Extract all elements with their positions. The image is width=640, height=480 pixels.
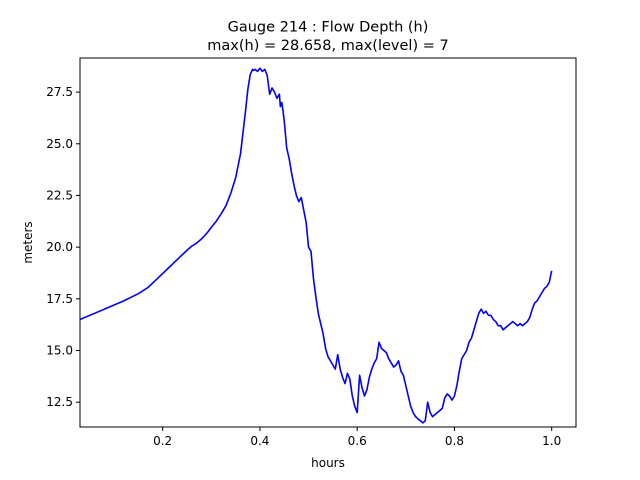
y-tick-label: 15.0 bbox=[46, 344, 73, 358]
y-axis-ticks: 12.5 15.0 17.5 20.0 22.5 25.0 27.5 bbox=[46, 85, 80, 409]
y-tick-label: 27.5 bbox=[46, 85, 73, 99]
y-axis-label: meters bbox=[21, 221, 35, 263]
y-tick-label: 22.5 bbox=[46, 188, 73, 202]
y-tick-label: 25.0 bbox=[46, 137, 73, 151]
y-tick-label: 12.5 bbox=[46, 395, 73, 409]
plot-area bbox=[79, 57, 577, 428]
x-axis-label: hours bbox=[311, 456, 345, 470]
x-tick-label: 1.0 bbox=[542, 434, 561, 448]
x-tick-label: 0.2 bbox=[153, 434, 172, 448]
y-tick-label: 20.0 bbox=[46, 240, 73, 254]
plot-frame bbox=[79, 57, 577, 428]
x-tick-label: 0.4 bbox=[250, 434, 269, 448]
x-tick-label: 0.8 bbox=[445, 434, 464, 448]
chart-title: Gauge 214 : Flow Depth (h) bbox=[228, 20, 429, 36]
chart-subtitle: max(h) = 28.658, max(level) = 7 bbox=[207, 38, 448, 54]
x-axis-ticks: 0.2 0.4 0.6 0.8 1.0 bbox=[153, 427, 561, 448]
x-tick-label: 0.6 bbox=[348, 434, 367, 448]
series-line bbox=[79, 67, 553, 424]
y-tick-label: 17.5 bbox=[46, 292, 73, 306]
